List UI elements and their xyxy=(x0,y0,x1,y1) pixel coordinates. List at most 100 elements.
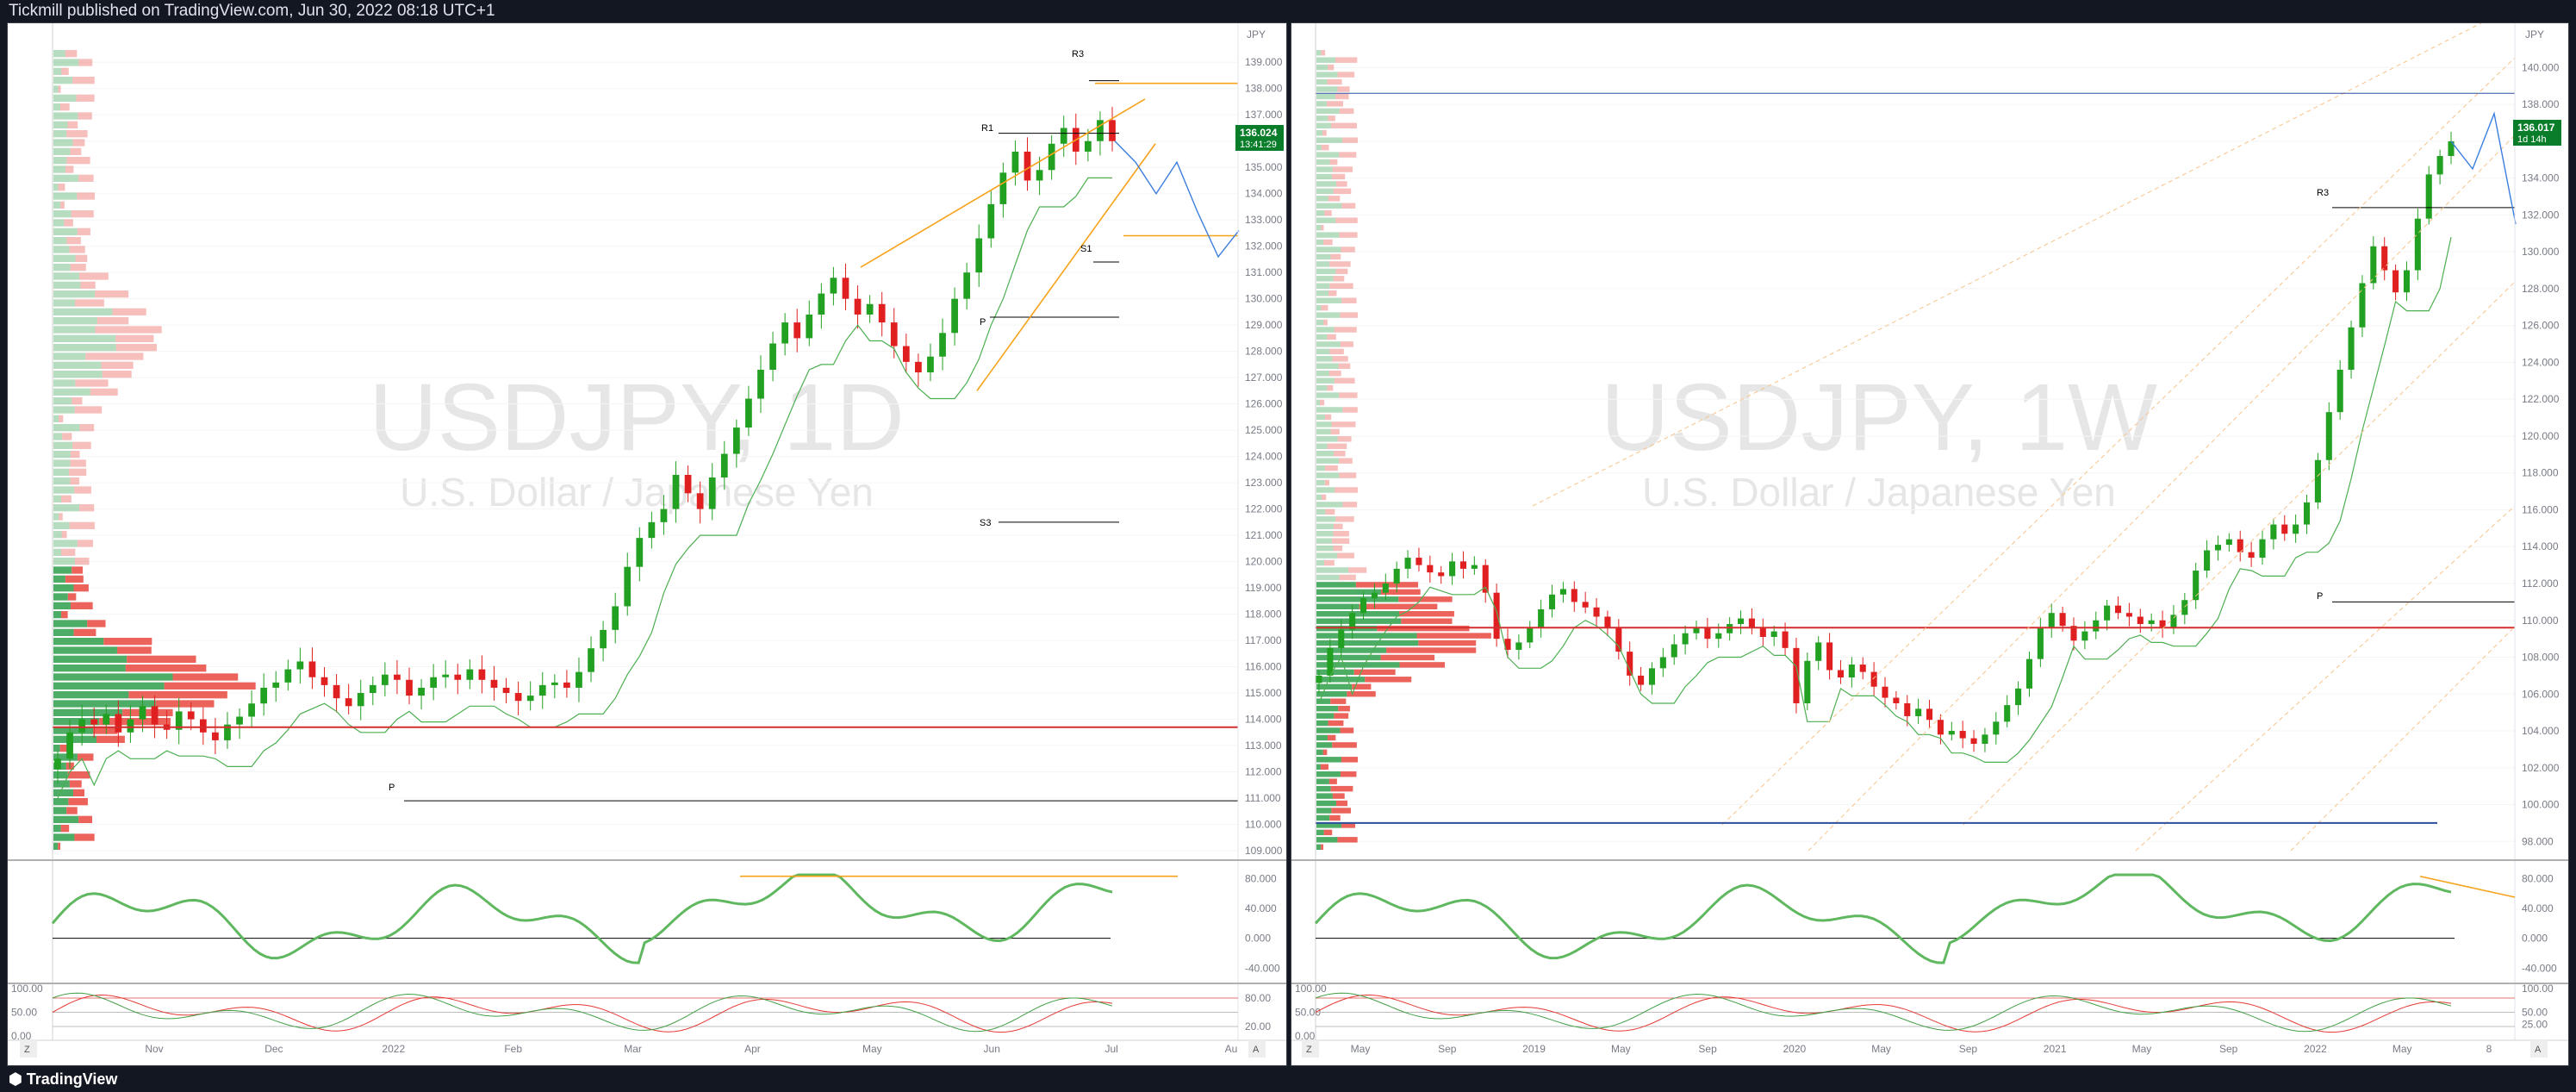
volume-profile-bar-down xyxy=(1339,458,1353,464)
volume-profile-bar-up xyxy=(1316,371,1329,377)
volume-profile-bar-down xyxy=(1327,78,1342,85)
candle-body xyxy=(175,711,183,730)
bar-countdown: 1d 14h xyxy=(2517,134,2547,145)
volume-profile-bar-down xyxy=(1340,771,1357,777)
corner-button-a[interactable]: A xyxy=(1253,1045,1260,1055)
volume-profile-bar-up xyxy=(53,673,173,681)
y-tick-label: 137.000 xyxy=(1245,109,1283,121)
trailing-stop-line xyxy=(1318,236,2452,763)
candle-body xyxy=(999,172,1007,204)
candle-body xyxy=(1748,618,1755,628)
candle-body xyxy=(2448,140,2455,156)
pitchfork-line xyxy=(1532,23,2482,507)
volume-profile-bar-down xyxy=(78,112,92,120)
chart-panel-daily[interactable]: USDJPY, 1D U.S. Dollar / Japanese Yen 13… xyxy=(7,22,1287,1066)
bottom-bar: ⬢ TradingView xyxy=(0,1066,2576,1092)
volume-profile-bar-up xyxy=(1316,428,1331,435)
pivot-label-p-lower: P xyxy=(389,783,395,793)
volume-profile-bar-down xyxy=(125,665,207,672)
chart-canvas-weekly[interactable]: USDJPY, 1W U.S. Dollar / Japanese Yen 14… xyxy=(1291,23,2569,1066)
corner-button-a[interactable]: A xyxy=(2535,1045,2542,1055)
candle-body xyxy=(1970,738,1977,744)
volume-profile-bar-down xyxy=(60,201,65,209)
volume-profile-bar-up xyxy=(53,727,94,734)
candle-body xyxy=(514,693,522,702)
oscillator-pane-1[interactable]: 80.000 40.000 0.000 -40.000 xyxy=(8,859,1287,974)
corner-button-right-bg[interactable] xyxy=(2530,1040,2548,1058)
volume-profile-bar-up xyxy=(1316,348,1330,355)
osc1-tick-label: 40.000 xyxy=(2522,902,2554,914)
volume-profile-bar-down xyxy=(1339,574,1356,581)
volume-profile-bar-up xyxy=(1316,421,1332,427)
volume-profile-bar-down xyxy=(79,504,95,512)
y-tick-label: 127.000 xyxy=(1245,371,1283,384)
overlay-lines xyxy=(53,80,1240,802)
volume-profile-bar-up xyxy=(1316,312,1341,318)
bottom-corner-buttons: Z A xyxy=(1302,1040,2548,1058)
y-tick-label: 109.000 xyxy=(1245,845,1283,857)
volume-profile-bar-up xyxy=(1316,356,1333,362)
volume-profile-bar-up xyxy=(1316,647,1387,653)
tradingview-logo[interactable]: ⬢ TradingView xyxy=(9,1070,117,1088)
candle-body xyxy=(2148,620,2155,625)
pivot-label-r3: R3 xyxy=(2317,188,2329,198)
time-axis[interactable]: Nov Dec 2022 Feb Mar Apr May Jun Jul Au xyxy=(8,1039,1287,1055)
candle-body xyxy=(1459,561,1467,569)
candle-body xyxy=(648,521,656,539)
corner-button-z[interactable]: Z xyxy=(1306,1045,1312,1055)
osc1-line xyxy=(1314,873,2452,964)
x-tick-label: 2022 xyxy=(382,1043,405,1055)
volume-profile-bar-up xyxy=(1316,633,1417,639)
candle-body xyxy=(1084,140,1092,152)
candle-body xyxy=(708,477,716,509)
corner-button-left-bg[interactable] xyxy=(1302,1040,1319,1058)
candle-body xyxy=(1404,558,1411,569)
volume-profile-bar-down xyxy=(1329,348,1344,355)
volume-profile-bar-down xyxy=(1321,304,1328,311)
volume-profile-bar-up xyxy=(1316,137,1343,143)
volume-profile-bar-up xyxy=(1316,261,1330,267)
volume-profile-bar-up xyxy=(53,753,78,761)
time-axis[interactable]: May Sep 2019 May Sep 2020 May Sep 2021 May Sep 2022… xyxy=(1291,1039,2569,1055)
volume-profile-bar-up xyxy=(1316,822,1342,828)
price-axis[interactable]: 140.000138.000136.000134.000132.000130.0… xyxy=(1315,23,2560,1040)
corner-button-right-bg[interactable] xyxy=(1248,1040,1266,1058)
watermark-symbol: USDJPY, 1W xyxy=(1601,365,2157,471)
candle-body xyxy=(1638,675,1645,685)
volume-profile-bar-up xyxy=(53,397,72,405)
volume-profile-bar-down xyxy=(155,700,215,708)
price-axis[interactable]: 139.000138.000137.000136.000135.000134.0… xyxy=(52,23,1283,1040)
y-tick-label: 98.000 xyxy=(2522,835,2554,847)
chart-canvas-daily[interactable]: USDJPY, 1D U.S. Dollar / Japanese Yen 13… xyxy=(8,23,1287,1066)
candle-body xyxy=(551,682,558,685)
osc1-tick-label: 0.000 xyxy=(1245,933,1271,945)
volume-profile-bar-up xyxy=(1316,57,1335,63)
y-tick-label: 135.000 xyxy=(1245,161,1283,173)
volume-profile-bar-up xyxy=(53,825,61,833)
candle-body xyxy=(1449,561,1456,577)
volume-profile-bar-up xyxy=(1316,327,1335,333)
y-tick-label: 116.000 xyxy=(1245,661,1282,673)
candle-body xyxy=(2137,616,2144,625)
oscillator-pane-2[interactable]: 100.00 50.00 0.00 80.00 20.00 xyxy=(8,983,1287,1042)
volume-profile-bar-down xyxy=(1321,144,1329,151)
volume-profile-bar-up xyxy=(53,451,71,459)
volume-profile-bar-up xyxy=(1316,217,1336,223)
chart-panel-weekly[interactable]: USDJPY, 1W U.S. Dollar / Japanese Yen 14… xyxy=(1291,22,2569,1066)
osc2-left-tick: 50.00 xyxy=(11,1007,37,1019)
volume-profile-bar-up xyxy=(53,682,165,690)
candle-body xyxy=(1060,128,1067,144)
corner-button-z[interactable]: Z xyxy=(24,1045,30,1055)
volume-profile-bar-up xyxy=(1316,472,1340,478)
corner-button-left-bg[interactable] xyxy=(20,1040,37,1058)
x-tick-label: Nov xyxy=(145,1043,163,1055)
oscillator-pane-1[interactable]: 80.000 40.000 0.000 -40.000 xyxy=(1291,859,2569,974)
volume-profile-bar-down xyxy=(1327,734,1336,741)
volume-profile-bar-down xyxy=(72,77,95,84)
volume-profile-bar-down xyxy=(1337,837,1358,843)
candle-body xyxy=(1982,734,1988,744)
candle-body xyxy=(187,711,195,720)
candle-body xyxy=(854,298,862,315)
volume-profile xyxy=(1316,50,1491,850)
